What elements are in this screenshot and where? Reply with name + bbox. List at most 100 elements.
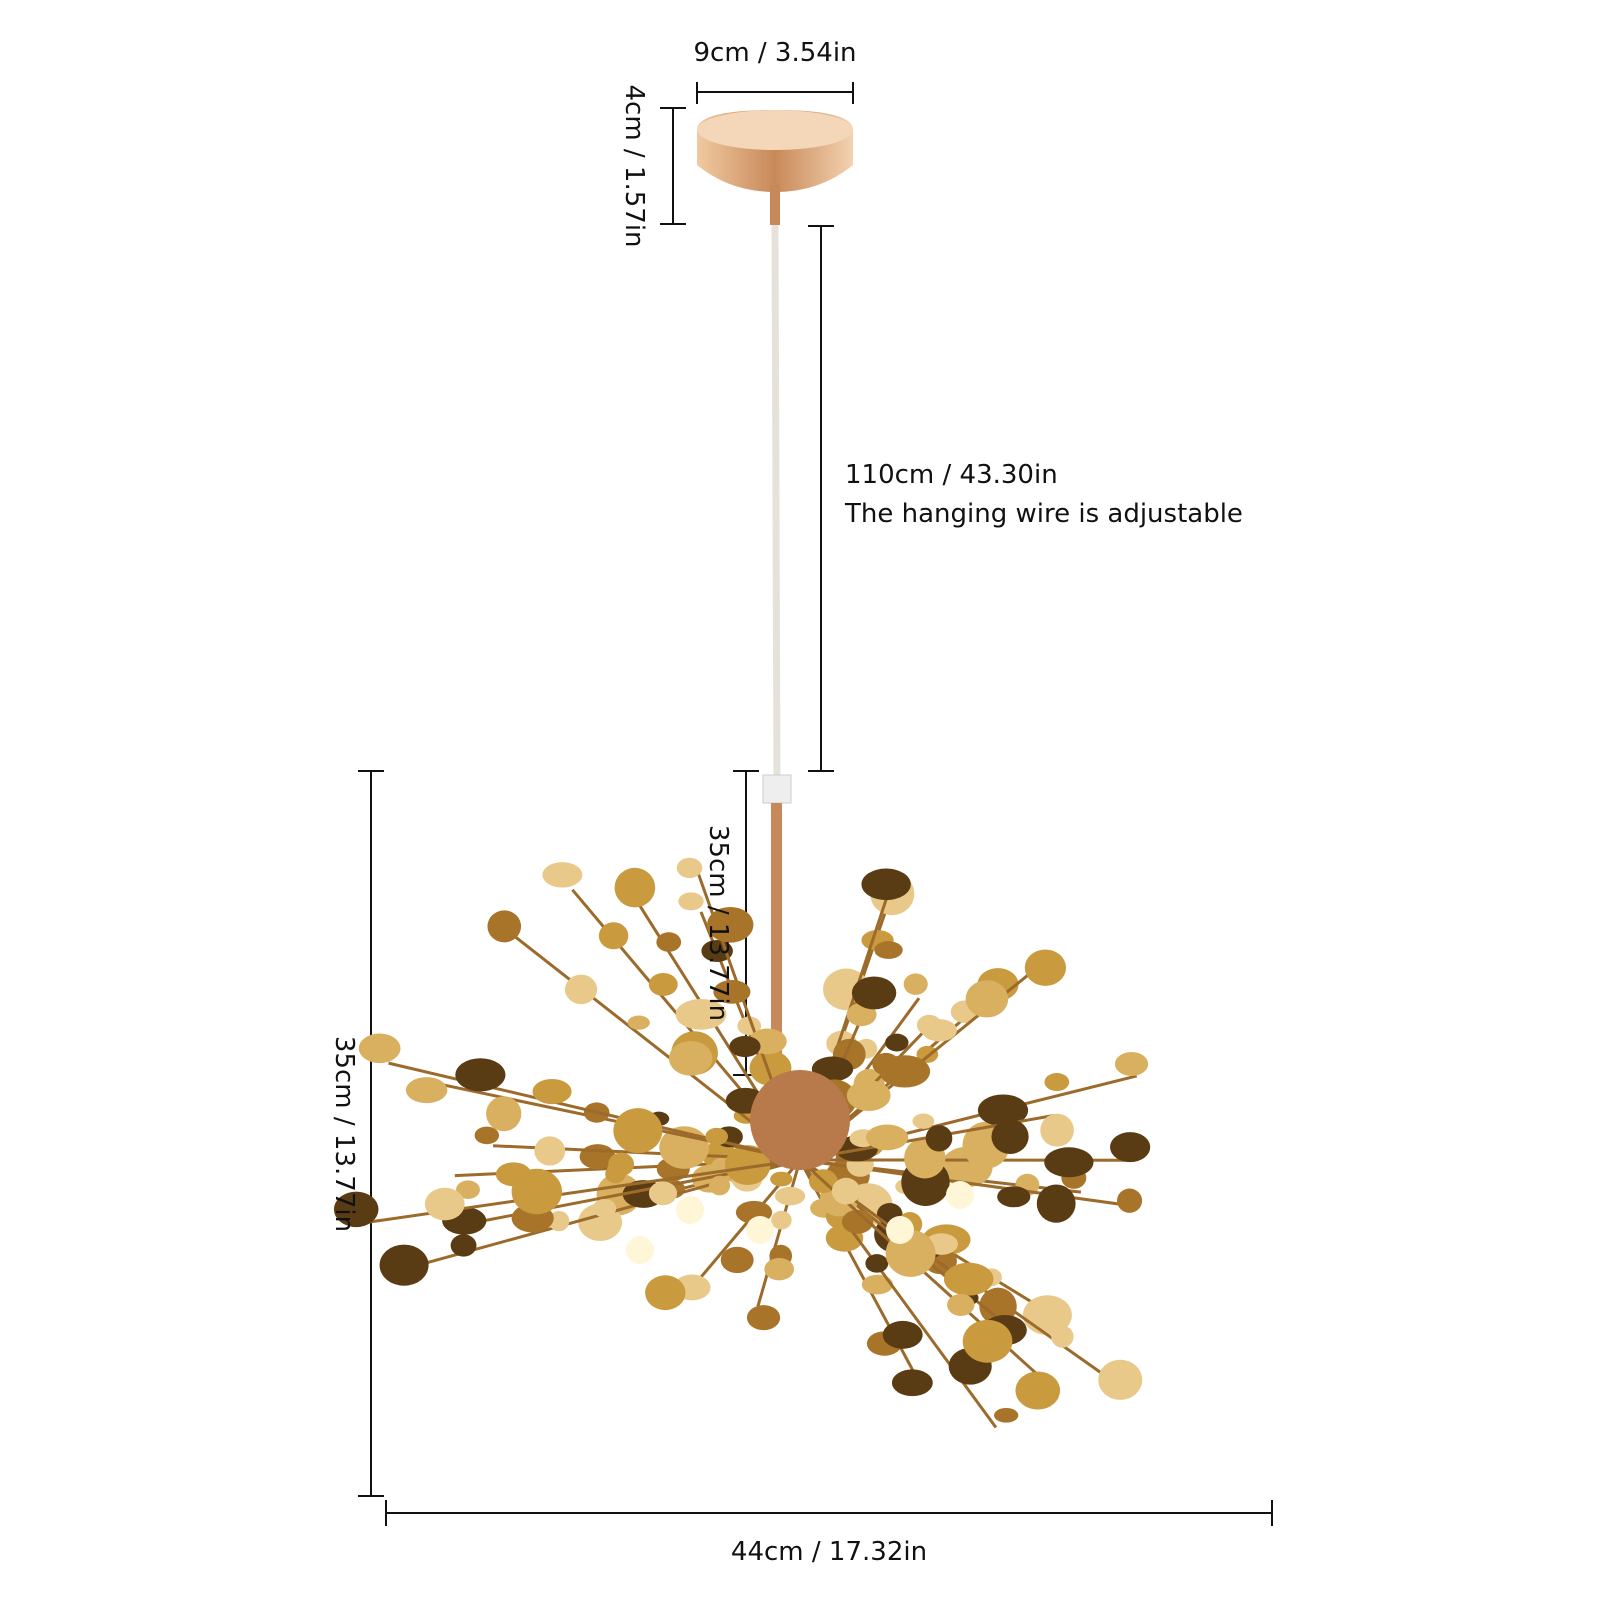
gold-disc <box>542 862 583 888</box>
gold-disc <box>486 1096 522 1132</box>
gold-disc <box>1117 1188 1143 1213</box>
canopy-width-line <box>696 82 854 104</box>
gold-disc <box>720 1246 754 1274</box>
gold-disc <box>903 973 928 995</box>
canopy-height-line <box>660 107 686 225</box>
bulb-glow <box>626 1236 654 1264</box>
gold-disc <box>1110 1132 1151 1163</box>
gold-disc <box>1015 1371 1061 1410</box>
wire-length-label: 110cm / 43.30in <box>845 460 1058 490</box>
gold-disc <box>678 892 704 911</box>
gold-disc <box>1114 1051 1149 1077</box>
bulb-glow <box>886 1216 914 1244</box>
gold-disc <box>994 1407 1019 1423</box>
gold-disc <box>379 1244 429 1286</box>
gold-disc <box>861 1274 893 1295</box>
gold-disc <box>770 1171 793 1187</box>
hanging-wire <box>771 224 781 791</box>
gold-disc <box>774 1186 806 1206</box>
gold-disc <box>991 1119 1029 1155</box>
canopy-height-label: 4cm / 1.57in <box>619 84 649 248</box>
gold-disc <box>333 1191 379 1228</box>
gold-disc <box>729 1035 761 1058</box>
gold-disc <box>879 1055 931 1088</box>
gold-disc <box>564 974 598 1005</box>
gold-disc <box>648 972 678 996</box>
gold-disc <box>614 867 656 908</box>
gold-disc <box>598 922 629 950</box>
gold-disc <box>605 1164 626 1184</box>
gold-disc <box>965 980 1009 1018</box>
gold-disc <box>656 932 682 952</box>
gold-disc <box>713 979 751 1004</box>
gold-disc <box>891 1369 933 1397</box>
bulb-glow <box>946 1181 974 1209</box>
gold-disc <box>885 1033 909 1052</box>
gold-disc <box>548 1210 570 1232</box>
gold-disc <box>705 1127 729 1146</box>
gold-disc <box>997 1186 1031 1208</box>
gold-disc <box>771 1210 792 1230</box>
gold-disc <box>648 1181 678 1206</box>
gold-disc <box>645 1275 686 1311</box>
gold-disc <box>1051 1325 1074 1348</box>
gold-disc <box>627 1015 650 1030</box>
gold-disc <box>861 868 911 901</box>
dimension-lines <box>358 82 1273 1526</box>
total-width-line <box>385 1500 1273 1526</box>
gold-disc <box>676 857 703 879</box>
gold-disc <box>424 1187 465 1221</box>
gold-disc <box>962 1319 1013 1363</box>
gold-disc <box>456 1180 480 1199</box>
gold-disc <box>724 1145 771 1185</box>
canopy-width-label: 9cm / 3.54in <box>693 38 857 68</box>
gold-disc-cluster <box>333 857 1151 1429</box>
gold-disc <box>709 1175 731 1196</box>
down-rod <box>771 803 782 1073</box>
gold-disc <box>1044 1073 1070 1092</box>
gold-disc <box>846 1080 891 1111</box>
bulb-glow <box>676 1196 704 1224</box>
wire-connector <box>762 774 792 804</box>
gold-disc <box>455 1058 506 1092</box>
branch <box>756 1159 802 1308</box>
ceiling-canopy <box>697 110 853 225</box>
total-width-label: 44cm / 17.32in <box>730 1537 928 1567</box>
gold-disc <box>358 1033 401 1064</box>
gold-disc <box>1040 1113 1074 1147</box>
gold-disc <box>977 1094 1029 1127</box>
gold-disc <box>831 1177 861 1205</box>
gold-disc <box>865 1124 909 1151</box>
gold-disc <box>851 976 897 1010</box>
gold-disc <box>746 1305 781 1331</box>
wire-note-label: The hanging wire is adjustable <box>845 499 1243 529</box>
gold-disc <box>1098 1359 1143 1400</box>
total-height-label: 35cm / 13.77in <box>329 1035 359 1233</box>
gold-disc <box>675 998 727 1030</box>
gold-disc <box>668 1040 713 1076</box>
gold-disc <box>511 1168 562 1215</box>
gold-disc <box>707 906 754 943</box>
total-height-line <box>358 770 384 1497</box>
wire-length-line <box>808 225 834 772</box>
gold-disc <box>943 1262 994 1296</box>
gold-disc <box>532 1078 572 1105</box>
gold-disc <box>947 1293 975 1316</box>
rod-length-label: 35cm / 13.77in <box>703 824 733 1022</box>
bulb-glow <box>746 1216 774 1244</box>
gold-disc <box>865 1254 889 1273</box>
gold-disc <box>534 1136 566 1166</box>
gold-disc <box>1044 1147 1094 1178</box>
gold-disc <box>1036 1184 1076 1223</box>
gold-disc <box>912 1113 935 1129</box>
center-hub <box>750 1070 850 1170</box>
gold-disc <box>925 1125 953 1152</box>
gold-disc <box>882 1320 923 1349</box>
gold-disc <box>450 1234 477 1257</box>
gold-disc <box>474 1126 500 1145</box>
gold-disc <box>487 910 522 943</box>
gold-disc <box>613 1108 663 1154</box>
gold-disc <box>916 1014 942 1036</box>
